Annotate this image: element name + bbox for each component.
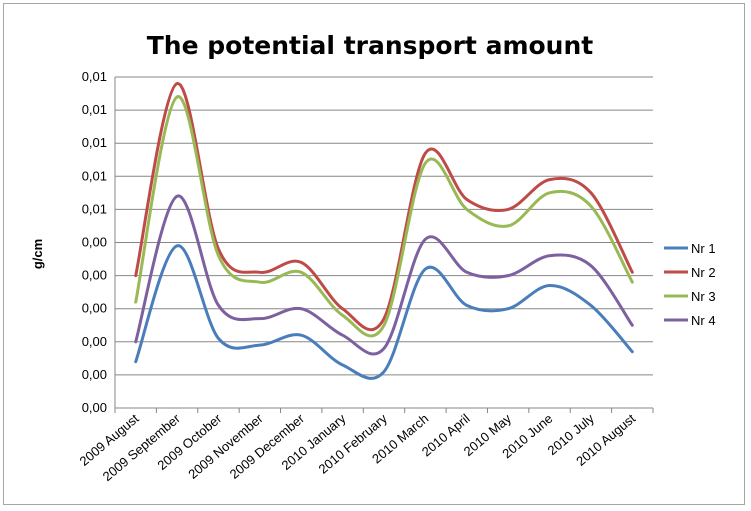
y-tick-label: 0,00 xyxy=(82,334,107,349)
series-line-2 xyxy=(136,83,633,329)
legend: Nr 1 Nr 2 Nr 3 Nr 4 xyxy=(664,241,716,328)
legend-label: Nr 4 xyxy=(691,313,716,328)
y-tick-label: 0,01 xyxy=(82,201,107,216)
chart-area: The potential transport amount g/cm 0,00… xyxy=(3,3,745,505)
axes xyxy=(115,77,653,413)
legend-label: Nr 1 xyxy=(691,241,716,256)
y-tick-label: 0,00 xyxy=(82,235,107,250)
gridlines xyxy=(115,77,653,408)
y-tick-label: 0,00 xyxy=(82,268,107,283)
y-tick-label: 0,01 xyxy=(82,69,107,84)
legend-label: Nr 2 xyxy=(691,265,716,280)
y-tick-label: 0,00 xyxy=(82,301,107,316)
legend-label: Nr 3 xyxy=(691,289,716,304)
y-axis-ticks: 0,00 0,00 0,00 0,00 0,00 0,00 0,01 0,01 0,01 0,01… xyxy=(82,69,107,415)
chart-title: The potential transport amount xyxy=(147,31,594,60)
y-tick-label: 0,01 xyxy=(82,102,107,117)
y-tick-label: 0,01 xyxy=(82,135,107,150)
line-chart: The potential transport amount g/cm 0,00… xyxy=(4,4,746,506)
y-tick-label: 0,01 xyxy=(82,168,107,183)
series-line-1 xyxy=(136,246,633,379)
y-tick-label: 0,00 xyxy=(82,367,107,382)
series-lines xyxy=(136,83,633,378)
y-tick-label: 0,00 xyxy=(82,400,107,415)
y-axis-label: g/cm xyxy=(30,239,45,269)
